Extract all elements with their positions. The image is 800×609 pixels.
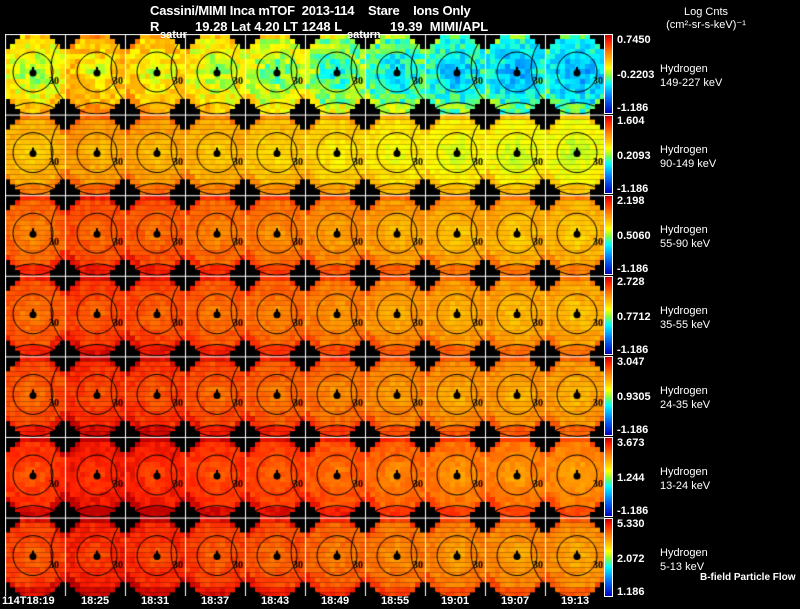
subtitle-l-value: 19.39 MIMI/APL <box>390 19 489 34</box>
species-label: Hydrogen <box>660 224 708 237</box>
colorbar-min-label: -1.186 <box>617 263 649 276</box>
colorbar-max-label: 0.7450 <box>617 34 651 46</box>
subtitle-r-label: R <box>150 19 160 34</box>
colorbar-mid-label: 0.7712 <box>617 310 651 323</box>
colorbar-1 <box>604 114 613 195</box>
x-tick-label: 18:55 <box>381 595 410 607</box>
colorbar-min-label: -1.186 <box>617 343 649 356</box>
energy-range-label: 13-24 keV <box>660 480 711 492</box>
colorbar-max-label: 3.047 <box>617 356 645 369</box>
colorbar-max-label: 2.728 <box>617 275 645 288</box>
colorbar-2 <box>604 195 613 275</box>
x-tick-label: 19:13 <box>561 595 590 607</box>
heatmap-grid <box>5 34 605 596</box>
x-tick-label: 19:07 <box>501 595 530 607</box>
colorbar-min-label: -1.186 <box>617 182 649 195</box>
units-line1: Log Cnts <box>683 6 729 18</box>
colorbar-min-label: -1.186 <box>617 102 649 114</box>
energy-range-label: 5-13 keV <box>660 560 705 573</box>
colorbar-mid-label: 0.9305 <box>617 391 651 404</box>
x-tick-label: 18:37 <box>201 595 230 607</box>
colorbar-max-label: 3.673 <box>617 437 645 449</box>
x-tick-label: 19:01 <box>441 595 470 607</box>
x-tick-label: 18:31 <box>141 595 170 607</box>
species-label: Hydrogen <box>660 304 708 317</box>
colorbar-mid-label: 0.5060 <box>617 230 651 243</box>
colorbar-max-label: 2.198 <box>617 195 645 208</box>
species-label: Hydrogen <box>660 546 708 559</box>
colorbar-0 <box>604 34 613 114</box>
colorbar-min-label: -1.186 <box>617 505 649 517</box>
overlay-label-saturn: saturn <box>347 29 381 41</box>
energy-range-label: 35-55 keV <box>660 318 711 331</box>
subtitle-position: 19.28 Lat 4.20 LT 1248 L <box>195 19 343 34</box>
colorbar-max-label: 1.604 <box>617 114 645 127</box>
colorbar-mid-label: -0.2203 <box>617 69 655 81</box>
energy-range-label: 55-90 keV <box>660 238 711 251</box>
colorbar-3 <box>604 275 613 356</box>
colorbar-mid-label: 2.072 <box>617 552 645 565</box>
colorbar-units: Log Cnts (cm²-sr-s-keV)⁻¹ <box>646 6 766 32</box>
colorbar-min-label: -1.186 <box>617 424 649 437</box>
colorbar-6 <box>604 517 613 598</box>
x-tick-label: 18:43 <box>261 595 290 607</box>
species-label: Hydrogen <box>660 466 708 478</box>
colorbar-5 <box>604 437 613 517</box>
units-line2: (cm²-sr-s-keV)⁻¹ <box>666 19 746 31</box>
x-tick-label: 114T18:19 <box>2 595 55 607</box>
species-label: Hydrogen <box>660 63 708 75</box>
energy-range-label: 24-35 keV <box>660 399 711 412</box>
species-label: Hydrogen <box>660 143 708 156</box>
colorbar-mid-label: 0.2093 <box>617 149 651 162</box>
colorbar-max-label: 5.330 <box>617 517 645 530</box>
x-tick-label: 18:25 <box>81 595 110 607</box>
overlay-label-satur: satur <box>160 29 187 41</box>
bfield-flow-label: B-field Particle Flow <box>700 572 796 583</box>
colorbar-min-label: 1.186 <box>617 585 645 598</box>
energy-range-label: 90-149 keV <box>660 157 717 170</box>
energy-range-label: 149-227 keV <box>660 77 723 89</box>
chart-title: Cassini/MIMI Inca mTOF 2013-114 Stare Io… <box>150 3 471 18</box>
colorbar-4 <box>604 356 613 436</box>
colorbar-mid-label: 1.244 <box>617 472 645 484</box>
x-tick-label: 18:49 <box>321 595 350 607</box>
species-label: Hydrogen <box>660 385 708 398</box>
